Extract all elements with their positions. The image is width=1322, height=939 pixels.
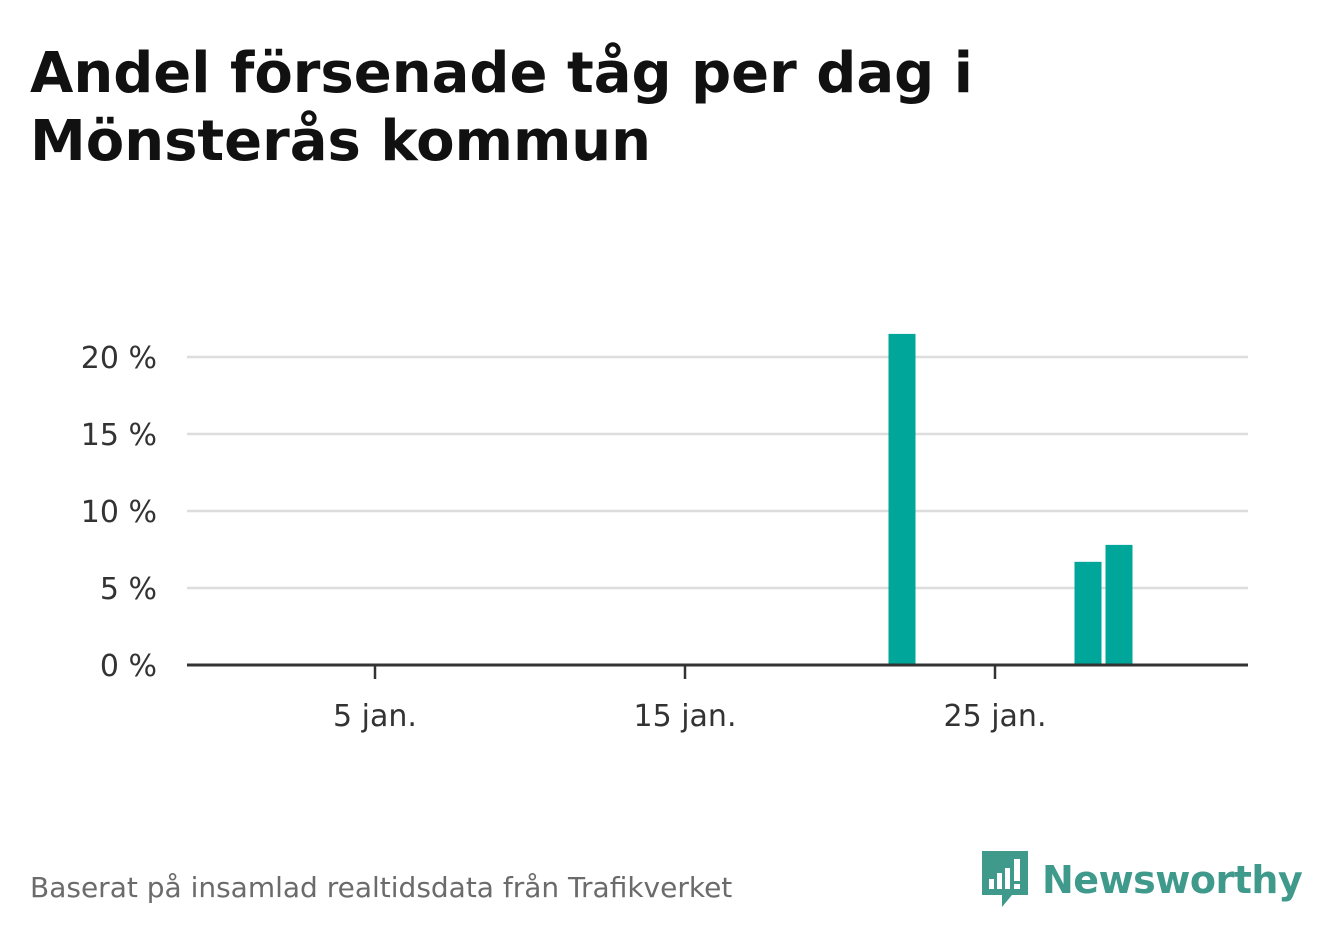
bar (888, 333, 916, 665)
bar-chart: 0 % 5 % 10 % 15 % 20 % 5 jan. 15 jan. 25 jan. (81, 333, 1248, 734)
chart-title: Andel försenade tåg per dag i Mönsterås … (30, 41, 973, 174)
x-axis: 5 jan. 15 jan. 25 jan. (187, 663, 1248, 734)
y-tick-label: 15 % (81, 418, 157, 453)
bar (1105, 544, 1133, 665)
y-tick-label: 0 % (100, 649, 157, 684)
newsworthy-logo-icon (982, 851, 1028, 907)
source-note: Baserat på insamlad realtidsdata från Tr… (30, 871, 733, 904)
x-tick-label: 15 jan. (634, 699, 737, 734)
gridlines (187, 355, 1248, 590)
brand-name: Newsworthy (1042, 858, 1303, 902)
bar (1074, 561, 1102, 665)
y-axis-labels: 0 % 5 % 10 % 15 % 20 % (81, 341, 157, 684)
y-tick-label: 5 % (100, 572, 157, 607)
x-tick-label: 25 jan. (944, 699, 1047, 734)
y-tick-label: 20 % (81, 341, 157, 376)
y-tick-label: 10 % (81, 495, 157, 530)
newsworthy-logo: Newsworthy (980, 848, 1303, 912)
bars (888, 333, 1133, 665)
x-tick-label: 5 jan. (333, 699, 417, 734)
